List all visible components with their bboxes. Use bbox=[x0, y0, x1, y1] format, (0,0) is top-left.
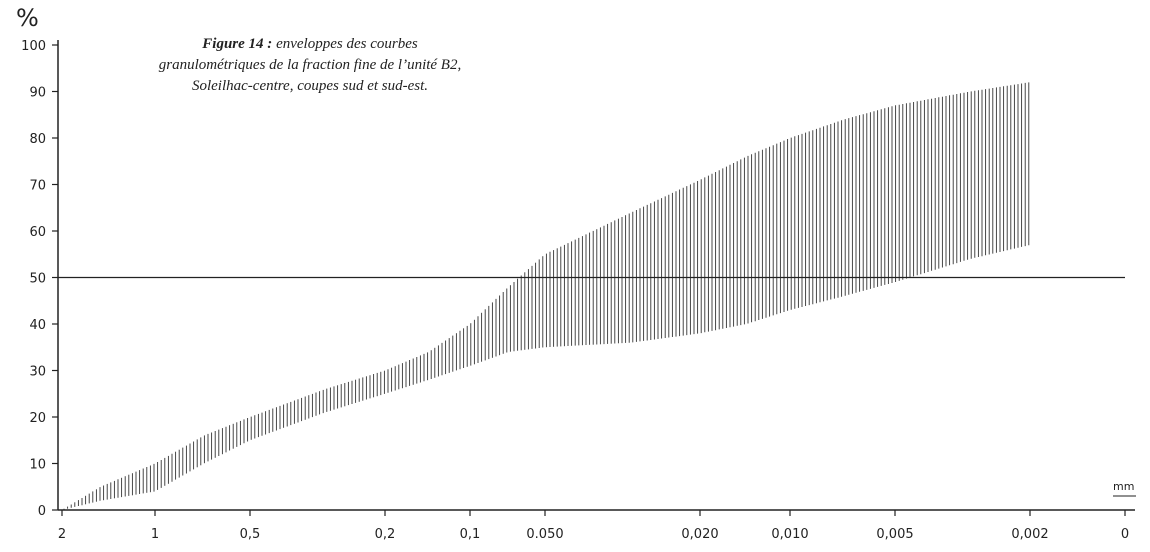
x-tick-label: 0,005 bbox=[876, 527, 913, 542]
caption-line-1: enveloppes des courbes bbox=[276, 36, 418, 52]
x-tick-label: 0,1 bbox=[460, 527, 481, 542]
y-tick-label: 30 bbox=[29, 365, 46, 380]
x-tick-label: 0 bbox=[1121, 527, 1129, 542]
y-tick-label: 100 bbox=[21, 39, 46, 54]
x-tick-label: 0,020 bbox=[681, 527, 718, 542]
y-tick-label: 60 bbox=[29, 225, 46, 240]
x-tick-label: 0.050 bbox=[526, 527, 563, 542]
y-axis-label: % bbox=[16, 4, 39, 32]
y-ticks: 0 10 20 30 40 50 60 70 80 90 100 bbox=[21, 39, 58, 519]
figure-number: Figure 14 : bbox=[202, 36, 273, 52]
x-axis-label: mm bbox=[1113, 480, 1134, 493]
x-tick-label: 0,010 bbox=[771, 527, 808, 542]
x-ticks: 2 1 0,5 0,2 0,1 0.050 0,020 0,010 0,005 0,002 0 bbox=[58, 510, 1129, 542]
y-tick-label: 20 bbox=[29, 411, 46, 426]
x-tick-label: 2 bbox=[58, 527, 66, 542]
y-tick-label: 50 bbox=[29, 272, 46, 287]
y-tick-label: 70 bbox=[29, 179, 46, 194]
caption-line-2: granulométriques de la fraction fine de … bbox=[158, 57, 462, 73]
x-tick-label: 0,2 bbox=[375, 527, 396, 542]
y-tick-label: 40 bbox=[29, 318, 46, 333]
caption-line-3: Soleilhac-centre, coupes sud et sud-est. bbox=[191, 78, 429, 94]
x-tick-label: 1 bbox=[151, 527, 159, 542]
figure-caption: Figure 14 : enveloppes des courbes granu… bbox=[100, 34, 520, 97]
y-tick-label: 80 bbox=[29, 132, 46, 147]
x-tick-label: 0,5 bbox=[240, 527, 261, 542]
x-tick-label: 0,002 bbox=[1011, 527, 1048, 542]
y-tick-label: 10 bbox=[29, 458, 46, 473]
y-tick-label: 0 bbox=[38, 504, 46, 519]
envelope-hatching bbox=[63, 82, 1030, 510]
y-tick-label: 90 bbox=[29, 86, 46, 101]
